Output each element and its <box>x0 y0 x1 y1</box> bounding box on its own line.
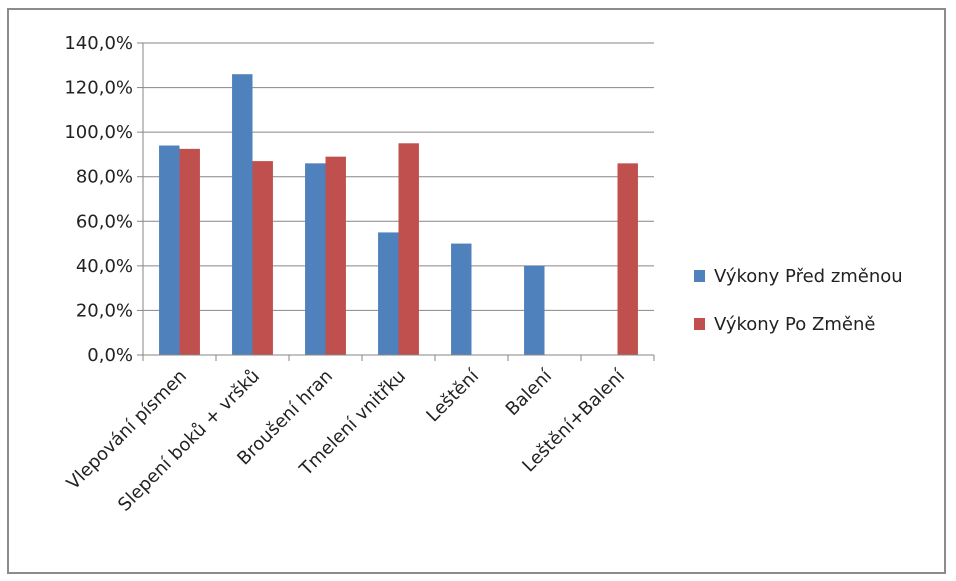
legend: Výkony Před změnou Výkony Po Změně <box>694 266 903 335</box>
bar-after <box>252 161 273 355</box>
x-category-label: Slepení boků + vršků <box>114 366 264 516</box>
y-tick-label: 0,0% <box>87 345 133 366</box>
bar-before <box>159 145 180 355</box>
y-tick-labels: 0,0% 20,0% 40,0% 60,0% 80,0% 100,0% 120,0% 140,… <box>64 33 133 366</box>
bar-before <box>524 265 545 355</box>
y-tick-label: 40,0% <box>76 256 133 277</box>
x-category-label: Leštění <box>422 365 483 426</box>
y-tick-label: 60,0% <box>76 211 133 232</box>
bar-before <box>378 232 399 355</box>
bar-after <box>179 148 200 355</box>
y-tick-label: 20,0% <box>76 300 133 321</box>
bar-before <box>232 74 253 355</box>
x-category-label: Balení <box>502 365 557 420</box>
bar-after <box>398 143 419 355</box>
legend-swatch <box>694 318 705 330</box>
bar-after <box>617 163 638 355</box>
bar-after <box>325 156 346 355</box>
legend-swatch <box>694 270 705 282</box>
bar-before <box>305 163 326 355</box>
axes <box>137 42 655 361</box>
legend-label: Výkony Před změnou <box>714 266 903 287</box>
gridlines <box>143 42 654 311</box>
bar-before <box>451 243 472 355</box>
x-category-label: Vlepování písmen <box>63 366 191 494</box>
legend-label: Výkony Po Změně <box>714 314 875 335</box>
bars <box>159 74 638 355</box>
y-tick-label: 80,0% <box>76 167 133 188</box>
y-tick-label: 100,0% <box>64 122 133 143</box>
y-tick-label: 140,0% <box>64 33 133 54</box>
y-tick-label: 120,0% <box>64 78 133 99</box>
